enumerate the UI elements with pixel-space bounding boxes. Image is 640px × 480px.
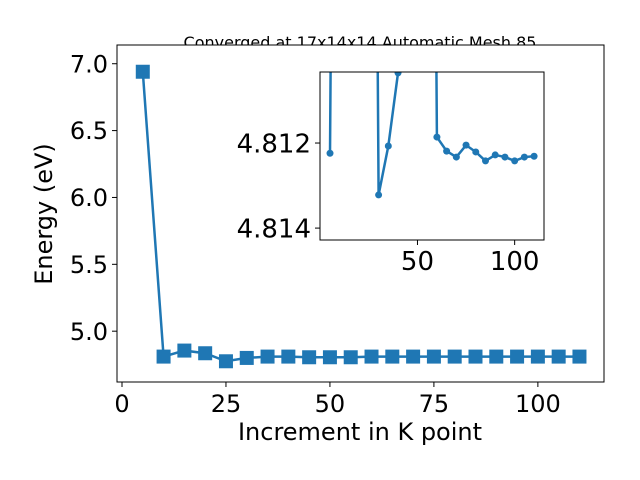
x-tick-label: 100: [515, 390, 561, 418]
marker: [433, 133, 441, 141]
marker: [218, 354, 233, 369]
marker: [239, 350, 254, 365]
marker: [520, 153, 528, 161]
marker: [443, 147, 451, 155]
x-tick-label: 75: [419, 390, 450, 418]
x-tick-label: 0: [114, 390, 129, 418]
marker: [530, 349, 545, 364]
marker: [530, 152, 538, 160]
x-tick-label: 50: [315, 390, 346, 418]
marker: [343, 350, 358, 365]
marker: [511, 157, 519, 165]
y-axis-label: Energy (eV): [30, 143, 58, 285]
plot-content: [326, 72, 538, 199]
marker: [462, 141, 470, 149]
marker: [177, 343, 192, 358]
marker: [302, 350, 317, 365]
marker: [510, 349, 525, 364]
marker: [452, 153, 460, 161]
marker: [426, 349, 441, 364]
x-axis-label: Increment in K point: [238, 418, 482, 446]
plot-frame: [116, 44, 605, 383]
marker: [375, 191, 383, 199]
marker: [260, 349, 275, 364]
x-tick-label: 100: [490, 247, 540, 277]
marker: [491, 151, 499, 159]
y-tick-label: 6.0: [70, 184, 108, 212]
marker: [385, 349, 400, 364]
x-tick-label: 25: [211, 390, 242, 418]
y-tick-label: 4.812: [237, 129, 311, 159]
marker: [447, 349, 462, 364]
plot-frame: [319, 71, 545, 241]
y-tick-label: 6.5: [70, 117, 108, 145]
marker: [156, 349, 171, 364]
y-tick-label: 4.814: [237, 214, 311, 244]
marker: [489, 349, 504, 364]
data-line: [328, 72, 535, 196]
marker: [281, 349, 296, 364]
plot-content: [135, 64, 587, 369]
marker: [551, 349, 566, 364]
marker: [468, 349, 483, 364]
x-tick-label: 50: [401, 247, 434, 277]
marker: [394, 72, 402, 77]
marker: [572, 349, 587, 364]
marker: [326, 149, 334, 157]
marker: [472, 148, 480, 156]
marker: [501, 153, 509, 161]
marker: [406, 349, 421, 364]
marker: [481, 157, 489, 165]
data-line: [141, 71, 580, 363]
marker: [322, 350, 337, 365]
y-tick-label: 5.5: [70, 251, 108, 279]
y-tick-label: 7.0: [70, 50, 108, 78]
marker: [198, 346, 213, 361]
marker: [384, 142, 392, 150]
y-tick-label: 5.0: [70, 318, 108, 346]
marker: [364, 349, 379, 364]
marker: [135, 64, 150, 79]
plot-area: [320, 72, 544, 240]
